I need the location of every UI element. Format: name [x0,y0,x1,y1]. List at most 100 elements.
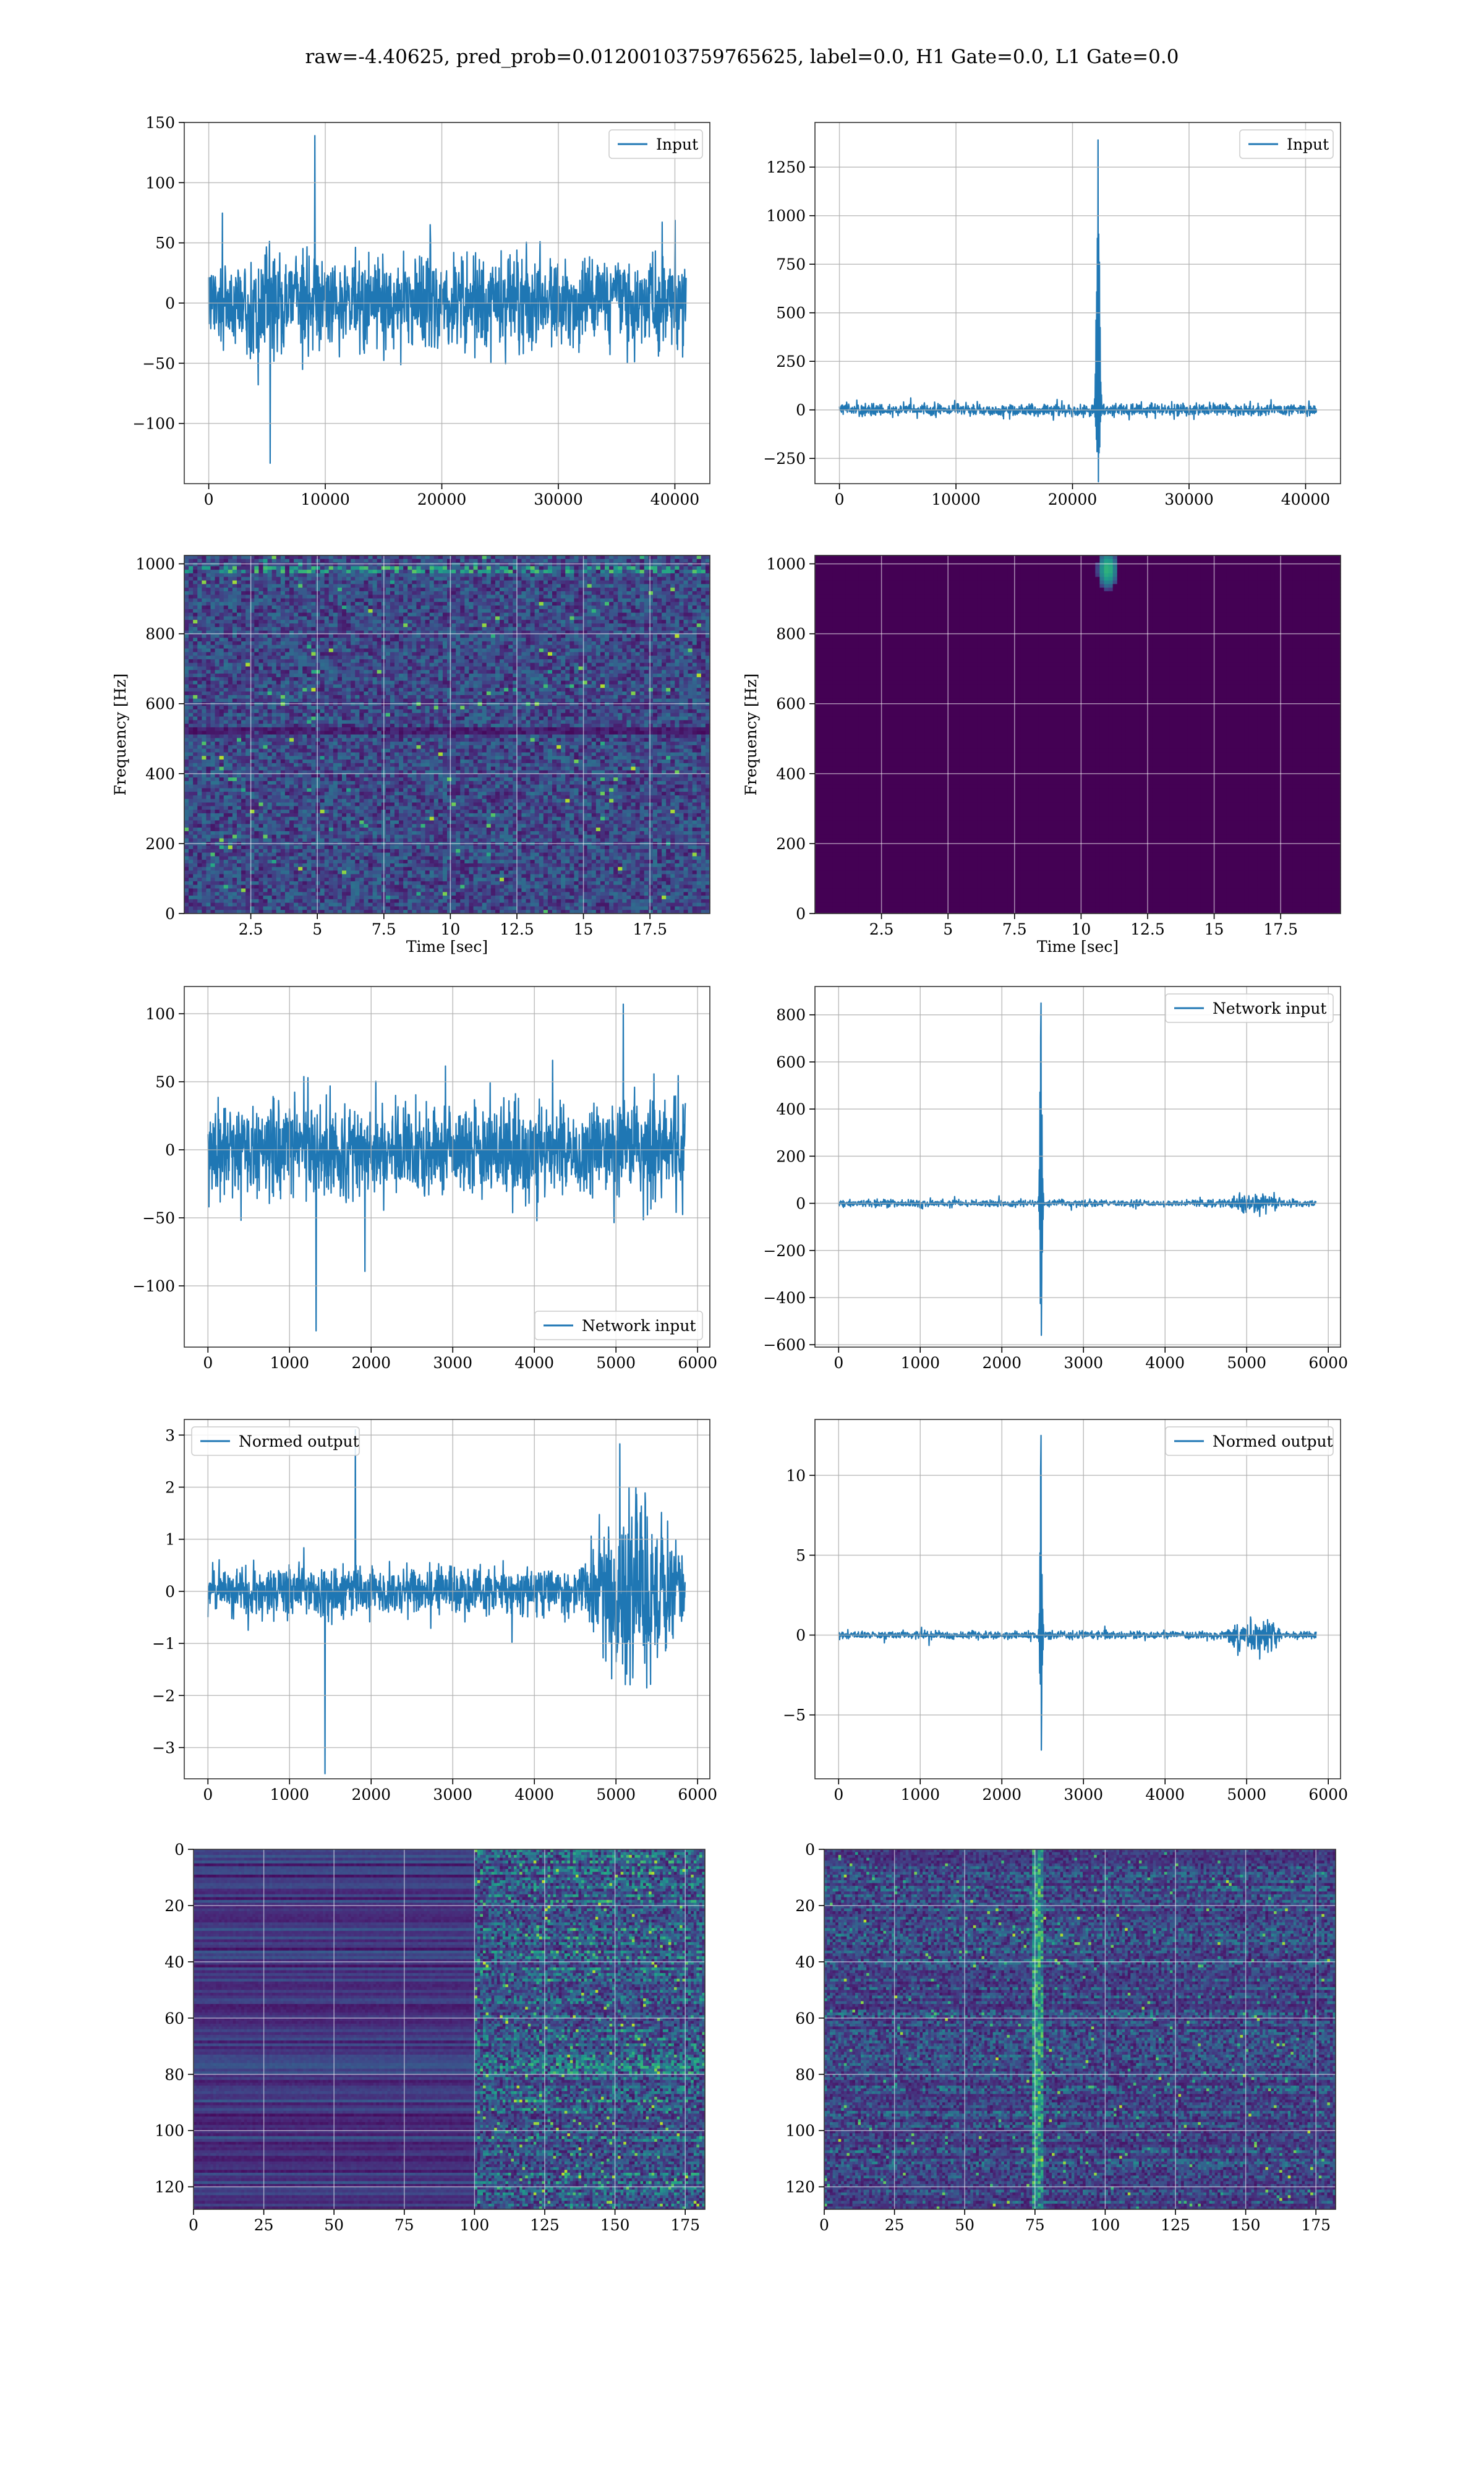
legend: Normed output [192,1427,359,1455]
h1-network-input-panel: 0 1000 2000 3000 4000 5000 6000−100−50050100Ne… [132,987,717,1372]
x-tick-label: 6000 [1308,1354,1348,1372]
y-tick-label: 600 [776,1053,806,1071]
heatmap-cells [184,555,710,914]
x-axis-label: Time [sec] [406,938,488,956]
x-tick-label: 100 [1091,2216,1120,2234]
y-tick-label: 40 [795,1953,815,1971]
series-line [208,1004,685,1331]
x-tick-label: 10 [1071,920,1091,938]
legend: Normed output [1166,1427,1333,1455]
y-tick-label: 100 [785,2122,815,2140]
y-tick-label: 400 [776,765,806,783]
x-tick-label: 75 [1025,2216,1045,2234]
x-tick-label: 50 [324,2216,344,2234]
y-tick-label: 0 [796,1627,806,1645]
y-tick-label: 200 [776,1147,806,1165]
legend-label: Normed output [239,1432,359,1450]
y-tick-label: 60 [164,2010,184,2027]
x-tick-label: 30000 [534,490,583,508]
x-tick-label: 0 [834,1786,843,1804]
x-tick-label: 5000 [1227,1354,1266,1372]
y-tick-label: 50 [155,1073,175,1091]
x-tick-label: 1000 [270,1354,309,1372]
figure-title: raw=-4.40625, pred_prob=0.01200103759765… [305,46,1179,68]
x-axis-label: Time [sec] [1037,938,1119,956]
y-tick-label: 0 [165,1583,175,1601]
x-tick-label: 175 [1301,2216,1331,2234]
x-tick-label: 0 [204,490,214,508]
y-tick-label: 400 [776,1100,806,1118]
series-line [840,140,1317,482]
y-tick-label: −1 [152,1635,175,1653]
x-tick-label: 20000 [1048,490,1098,508]
y-tick-label: 50 [155,234,175,252]
legend-label: Input [656,135,698,153]
series-line [838,1436,1316,1750]
y-tick-label: −250 [763,450,806,468]
y-tick-label: 100 [145,174,175,192]
y-tick-label: 120 [155,2178,184,2196]
x-tick-label: 5 [943,920,953,938]
axes-frame [815,122,1341,484]
x-tick-label: 12.5 [1130,920,1165,938]
x-tick-label: 10000 [301,490,350,508]
h1-spectrogram-panel: 2.5 5 7.5 10 12.5 15 17.502004006008001000Time… [111,555,710,956]
x-tick-label: 3000 [1064,1786,1103,1804]
y-tick-label: 800 [776,1006,806,1024]
y-tick-label: 2 [165,1478,175,1496]
y-tick-label: 600 [776,695,806,713]
y-tick-label: 20 [164,1897,184,1915]
y-tick-label: −50 [142,354,175,372]
heatmap-cells [194,1849,706,2210]
x-tick-label: 0 [203,1786,213,1804]
axes-frame [815,987,1341,1347]
x-tick-label: 7.5 [372,920,396,938]
y-tick-label: 40 [164,1953,184,1971]
x-tick-label: 25 [254,2216,274,2234]
x-tick-label: 15 [574,920,594,938]
x-tick-label: 2000 [982,1786,1021,1804]
y-tick-label: 60 [795,2010,815,2027]
y-tick-label: 120 [785,2178,815,2196]
x-tick-label: 1000 [900,1786,940,1804]
l1-input-panel: 0 10000 20000 30000 40000−250025050075010001… [763,122,1341,508]
heatmap-cells [824,1849,1336,2210]
y-tick-label: 100 [155,2122,184,2140]
x-tick-label: 1000 [900,1354,940,1372]
series-line [208,1430,685,1774]
x-tick-label: 50 [955,2216,974,2234]
y-tick-label: 1000 [766,555,806,573]
axes-frame [815,1419,1341,1779]
h1-input-panel: 0 10000 20000 30000 40000−100−50050100150Inp… [132,114,710,508]
x-tick-label: 2000 [351,1786,391,1804]
y-tick-label: 500 [776,304,806,322]
x-tick-label: 5000 [596,1786,636,1804]
y-tick-label: 750 [776,255,806,273]
y-tick-label: 80 [795,2066,815,2084]
x-tick-label: 30000 [1164,490,1214,508]
x-tick-label: 6000 [678,1354,717,1372]
y-tick-label: 600 [145,695,175,713]
x-tick-label: 100 [460,2216,490,2234]
y-tick-label: 0 [796,1195,806,1213]
legend: Input [609,130,702,158]
x-tick-label: 125 [1161,2216,1190,2234]
x-tick-label: 3000 [433,1786,472,1804]
x-tick-label: 17.5 [633,920,667,938]
y-tick-label: 0 [165,1141,175,1159]
y-tick-label: 80 [164,2066,184,2084]
y-tick-label: 1250 [766,158,806,176]
x-tick-label: 7.5 [1002,920,1027,938]
y-tick-label: 0 [174,1841,184,1859]
x-tick-label: 2000 [351,1354,391,1372]
x-tick-label: 2.5 [869,920,894,938]
heatmap-cells [815,555,1341,914]
l1-spectrogram-panel: 2.5 5 7.5 10 12.5 15 17.502004006008001000Time… [742,555,1341,956]
x-tick-label: 2000 [982,1354,1021,1372]
x-tick-label: 4000 [514,1354,554,1372]
legend: Network input [1166,994,1333,1022]
x-tick-label: 4000 [1145,1354,1185,1372]
